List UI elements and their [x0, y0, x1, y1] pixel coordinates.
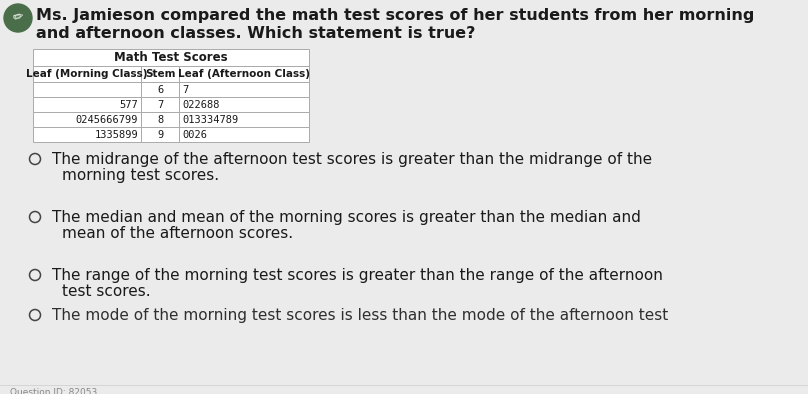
Bar — [141, 66, 179, 82]
Text: 6: 6 — [157, 84, 163, 95]
Bar — [33, 82, 141, 97]
Text: 0245666799: 0245666799 — [75, 115, 138, 125]
Text: 9: 9 — [157, 130, 163, 139]
Text: test scores.: test scores. — [62, 284, 150, 299]
Bar — [141, 112, 179, 127]
Bar — [33, 112, 141, 127]
Text: 013334789: 013334789 — [182, 115, 238, 125]
Text: The range of the morning test scores is greater than the range of the afternoon: The range of the morning test scores is … — [52, 268, 663, 283]
Bar — [33, 127, 141, 142]
Bar — [179, 82, 309, 97]
Text: Math Test Scores: Math Test Scores — [114, 51, 228, 64]
Bar — [33, 49, 309, 66]
Bar — [33, 66, 141, 82]
Text: The midrange of the afternoon test scores is greater than the midrange of the: The midrange of the afternoon test score… — [52, 152, 652, 167]
Text: The median and mean of the morning scores is greater than the median and: The median and mean of the morning score… — [52, 210, 641, 225]
Bar — [33, 97, 141, 112]
Text: morning test scores.: morning test scores. — [62, 168, 219, 183]
Text: Question ID: 82053: Question ID: 82053 — [10, 388, 97, 394]
Text: 022688: 022688 — [182, 100, 220, 110]
Text: Leaf (Morning Class): Leaf (Morning Class) — [26, 69, 148, 79]
Circle shape — [4, 4, 32, 32]
Text: The mode of the morning test scores is less than the mode of the afternoon test: The mode of the morning test scores is l… — [52, 308, 668, 323]
Text: 7: 7 — [182, 84, 188, 95]
Bar — [141, 127, 179, 142]
Text: and afternoon classes. Which statement is true?: and afternoon classes. Which statement i… — [36, 26, 475, 41]
Bar — [179, 112, 309, 127]
Text: 0026: 0026 — [182, 130, 207, 139]
Text: Ms. Jamieson compared the math test scores of her students from her morning: Ms. Jamieson compared the math test scor… — [36, 8, 755, 23]
Bar — [141, 82, 179, 97]
Bar — [179, 127, 309, 142]
Text: Stem: Stem — [145, 69, 175, 79]
Text: mean of the afternoon scores.: mean of the afternoon scores. — [62, 226, 293, 241]
Text: 1335899: 1335899 — [95, 130, 138, 139]
Bar — [179, 66, 309, 82]
Text: 577: 577 — [120, 100, 138, 110]
Text: Leaf (Afternoon Class): Leaf (Afternoon Class) — [178, 69, 310, 79]
Bar — [141, 97, 179, 112]
Bar — [179, 97, 309, 112]
Text: 8: 8 — [157, 115, 163, 125]
Text: ✏: ✏ — [11, 10, 25, 26]
Text: 7: 7 — [157, 100, 163, 110]
